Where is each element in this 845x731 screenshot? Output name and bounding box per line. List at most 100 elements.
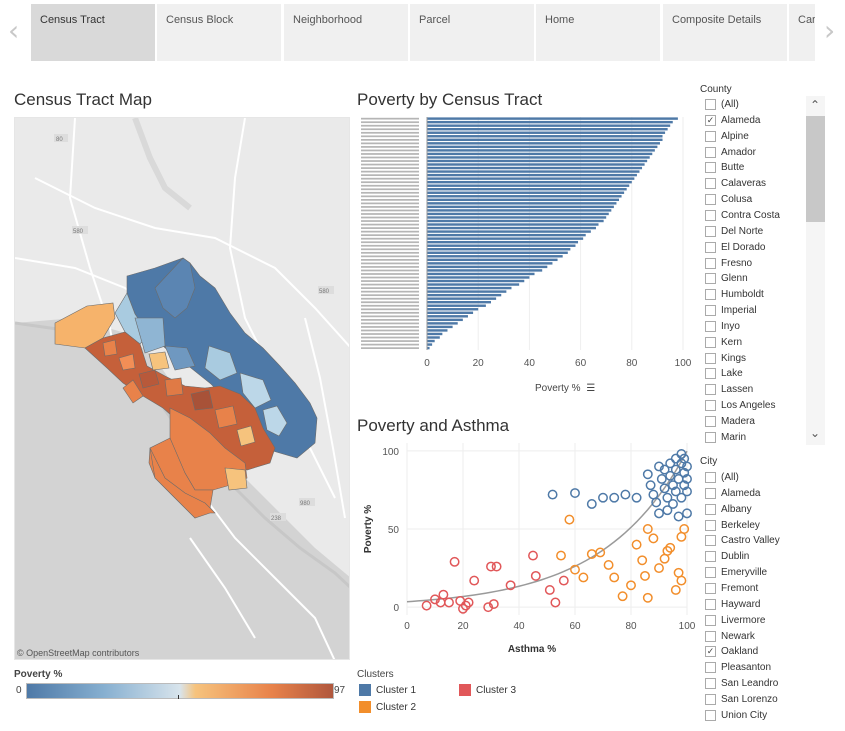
- scatter-point[interactable]: [631, 492, 642, 503]
- scatter-point[interactable]: [609, 572, 620, 583]
- poverty-bar[interactable]: [427, 152, 653, 156]
- county-filter-option[interactable]: (All): [705, 97, 739, 112]
- poverty-bar[interactable]: [427, 202, 617, 205]
- poverty-bar[interactable]: [427, 138, 663, 142]
- scatter-point[interactable]: [673, 511, 684, 522]
- poverty-bar[interactable]: [427, 156, 650, 159]
- tract[interactable]: [118, 353, 136, 371]
- tract[interactable]: [148, 351, 170, 371]
- scatter-point[interactable]: [676, 492, 687, 503]
- poverty-bar[interactable]: [427, 205, 614, 209]
- checkbox[interactable]: [705, 99, 716, 110]
- tract[interactable]: [239, 372, 272, 409]
- scatter-point[interactable]: [670, 585, 681, 595]
- scatter-point[interactable]: [682, 461, 692, 472]
- checkbox[interactable]: [705, 225, 716, 237]
- poverty-bar[interactable]: [427, 244, 576, 247]
- county-filter-option[interactable]: Glenn: [705, 271, 748, 286]
- poverty-bar[interactable]: [427, 216, 607, 219]
- tract[interactable]: [190, 389, 214, 411]
- checkbox[interactable]: [705, 273, 716, 285]
- poverty-bar[interactable]: [427, 339, 435, 343]
- poverty-bar[interactable]: [427, 120, 673, 124]
- city-filter-option[interactable]: Emeryville: [705, 565, 767, 580]
- scatter-point[interactable]: [648, 533, 659, 544]
- tab-census-tract[interactable]: Census Tract: [31, 4, 155, 61]
- tract[interactable]: [122, 379, 144, 404]
- scatter-point[interactable]: [631, 539, 642, 550]
- scatter-point[interactable]: [654, 508, 664, 519]
- scatter-point[interactable]: [570, 564, 580, 575]
- scatter-point[interactable]: [505, 580, 516, 591]
- city-filter-option[interactable]: Dublin: [705, 549, 749, 564]
- tract[interactable]: [214, 405, 238, 429]
- poverty-bar[interactable]: [427, 191, 625, 194]
- tract-west-oakland[interactable]: [54, 302, 116, 349]
- poverty-bar[interactable]: [427, 198, 619, 202]
- sort-descending-icon[interactable]: ☰: [586, 383, 596, 394]
- county-filter-option[interactable]: Madera: [705, 414, 755, 429]
- poverty-bar[interactable]: [427, 304, 486, 307]
- chevron-left-icon[interactable]: ‹: [8, 14, 20, 47]
- poverty-bar[interactable]: [427, 251, 568, 254]
- legend-cluster-3[interactable]: Cluster 3: [459, 684, 516, 696]
- poverty-bar[interactable]: [427, 332, 443, 336]
- scatter-point[interactable]: [444, 597, 454, 608]
- county-filter-option[interactable]: Humboldt: [705, 287, 764, 302]
- poverty-bar[interactable]: [427, 308, 479, 311]
- checkbox[interactable]: [705, 289, 716, 301]
- checkbox[interactable]: [705, 662, 716, 674]
- checkbox[interactable]: [705, 416, 716, 427]
- city-filter-option[interactable]: Pleasanton: [705, 660, 771, 675]
- tract[interactable]: [154, 257, 196, 319]
- poverty-bar[interactable]: [427, 127, 668, 131]
- scatter-point[interactable]: [598, 492, 608, 503]
- tract[interactable]: [224, 467, 248, 491]
- checkbox-checked-icon[interactable]: ✓: [705, 114, 716, 126]
- scatter-point[interactable]: [488, 599, 499, 610]
- city-filter-option[interactable]: Hayward: [705, 597, 760, 612]
- scatter-point[interactable]: [463, 597, 474, 608]
- county-filter-option[interactable]: Lassen: [705, 382, 753, 397]
- scatter-point[interactable]: [544, 585, 555, 595]
- poverty-bar[interactable]: [427, 166, 643, 170]
- checkbox-checked-icon[interactable]: ✓: [705, 646, 716, 658]
- poverty-bar[interactable]: [427, 223, 599, 226]
- tract[interactable]: [262, 405, 288, 437]
- checkbox[interactable]: [705, 431, 716, 443]
- checkbox[interactable]: [705, 519, 716, 531]
- poverty-bar[interactable]: [427, 237, 584, 240]
- scatter-point[interactable]: [626, 580, 636, 591]
- scatter-point[interactable]: [654, 461, 664, 472]
- county-filter-option[interactable]: Calaveras: [705, 176, 766, 191]
- poverty-bar[interactable]: [427, 293, 502, 297]
- poverty-bar[interactable]: [427, 209, 612, 212]
- checkbox[interactable]: [705, 257, 716, 269]
- poverty-bar[interactable]: [427, 230, 591, 233]
- tract[interactable]: [149, 447, 216, 519]
- poverty-bar[interactable]: [427, 163, 645, 166]
- scatter-point[interactable]: [547, 489, 558, 500]
- tract[interactable]: [164, 345, 196, 371]
- city-filter-option[interactable]: San Leandro: [705, 676, 778, 691]
- city-filter-option[interactable]: Berkeley: [705, 518, 760, 533]
- county-filter-option[interactable]: ✓ Alameda: [705, 113, 760, 128]
- checkbox[interactable]: [705, 320, 716, 332]
- tab-car[interactable]: Car: [789, 4, 815, 61]
- poverty-bar[interactable]: [427, 170, 640, 173]
- scatter-point[interactable]: [556, 550, 566, 561]
- poverty-bar[interactable]: [427, 131, 666, 134]
- checkbox[interactable]: [705, 630, 716, 642]
- poverty-bar[interactable]: [427, 322, 458, 325]
- tract[interactable]: [138, 369, 160, 389]
- county-filter-option[interactable]: Lake: [705, 366, 743, 381]
- scatter-point[interactable]: [558, 575, 569, 586]
- county-filter-option[interactable]: Del Norte: [705, 224, 763, 239]
- county-scrollbar[interactable]: ⌃ ⌄: [806, 96, 825, 445]
- poverty-bar[interactable]: [427, 226, 596, 230]
- checkbox[interactable]: [705, 567, 716, 579]
- scatter-point[interactable]: [458, 603, 468, 614]
- poverty-bar[interactable]: [427, 255, 563, 258]
- poverty-bar[interactable]: [427, 318, 463, 322]
- city-filter-option[interactable]: San Lorenzo: [705, 692, 778, 707]
